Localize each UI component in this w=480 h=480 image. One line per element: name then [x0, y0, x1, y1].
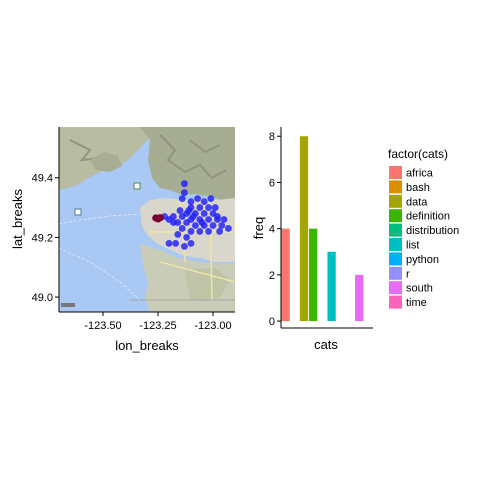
bars — [281, 136, 364, 322]
map-point — [198, 219, 206, 226]
map-point — [189, 213, 197, 220]
map-point — [178, 213, 186, 220]
map-x-tick-label: -123.25 — [139, 320, 176, 332]
legend-label-distribution: distribution — [406, 225, 459, 237]
map-y-tick-label: 49.4 — [32, 173, 53, 185]
map-point — [200, 198, 208, 205]
bar-y-ticks: 0 2 4 6 8 — [269, 131, 281, 328]
map-point — [196, 204, 204, 211]
bar-y-tick-label: 8 — [269, 131, 275, 143]
basemap-ferry-route — [59, 213, 141, 301]
map-points — [152, 180, 232, 250]
legend-key-list — [389, 238, 402, 251]
map-point — [205, 204, 213, 211]
legend-key-africa — [389, 166, 402, 179]
legend-key-python — [389, 252, 402, 266]
map-point — [181, 189, 188, 197]
map-point — [185, 207, 193, 214]
bar-y-tick-label: 2 — [269, 270, 275, 282]
map-point — [205, 216, 213, 223]
map-point — [183, 234, 191, 241]
map-point — [192, 222, 199, 229]
map-point — [220, 216, 228, 223]
basemap-mountains-north — [140, 127, 235, 205]
map-point — [176, 207, 184, 214]
basemap-ridges — [69, 134, 227, 180]
bar-y-axis-label: freq — [251, 217, 266, 239]
legend-key-distribution — [389, 223, 402, 237]
map-point — [209, 222, 217, 229]
bar-list — [327, 251, 336, 322]
map-point — [181, 242, 188, 250]
map-point — [200, 210, 208, 217]
legend-label-south: south — [406, 283, 433, 295]
map-point — [194, 195, 202, 203]
bar-south — [355, 274, 364, 322]
map-point — [181, 180, 188, 188]
map-point — [216, 228, 224, 235]
ferry-marker-icon — [74, 208, 82, 216]
legend-label-bash: bash — [406, 182, 430, 194]
map-point — [214, 213, 221, 220]
legend-label-python: python — [406, 254, 439, 266]
basemap-fields — [185, 268, 230, 300]
bar-panel: 0 2 4 6 8 cats freq factor(cats) africa bash d… — [251, 127, 459, 352]
map-point — [178, 195, 186, 203]
map-point — [172, 239, 180, 247]
map-y-tick-label: 49.0 — [32, 292, 53, 304]
basemap-attribution — [61, 303, 75, 307]
bar-africa — [281, 228, 290, 322]
map-point — [205, 228, 213, 235]
map-panel: -123.50 -123.25 -123.00 49.0 49.2 49.4 lon_b… — [10, 127, 235, 353]
legend-label-r: r — [406, 268, 410, 280]
legend-label-data: data — [406, 196, 428, 208]
map-point — [187, 228, 195, 235]
map-y-axis-label: lat_breaks — [10, 189, 25, 249]
legend-label-time: time — [406, 297, 427, 309]
legend-key-data — [389, 194, 402, 208]
legend-title: factor(cats) — [388, 147, 448, 161]
legend: africa bash data definition distribution list… — [389, 166, 459, 309]
map-y-ticks: 49.0 49.2 49.4 — [32, 173, 59, 304]
map-point — [170, 219, 177, 226]
map-x-axis-label: lon_breaks — [115, 338, 179, 353]
legend-key-definition — [389, 209, 402, 223]
legend-label-list: list — [406, 240, 419, 252]
legend-label-definition: definition — [406, 211, 450, 223]
map-point — [165, 239, 173, 247]
map-point — [218, 222, 226, 229]
bar-y-tick-label: 4 — [269, 224, 275, 236]
bar-x-axis-label: cats — [314, 337, 338, 352]
map-point — [211, 204, 219, 211]
bar-y-tick-label: 0 — [269, 316, 275, 328]
legend-label-africa: africa — [406, 168, 434, 180]
bar-data — [299, 136, 309, 322]
map-point — [187, 198, 195, 205]
map-point — [187, 239, 195, 247]
basemap — [59, 127, 235, 312]
map-point — [207, 195, 215, 203]
map-point — [178, 225, 186, 232]
legend-key-bash — [389, 180, 402, 194]
legend-key-time — [389, 295, 402, 309]
map-point — [225, 225, 232, 232]
map-x-tick-label: -123.50 — [84, 320, 121, 332]
park-marker-icon — [133, 182, 141, 190]
map-x-ticks: -123.50 -123.25 -123.00 — [84, 312, 232, 332]
basemap-island — [90, 152, 122, 172]
map-x-tick-label: -123.00 — [194, 320, 231, 332]
legend-key-south — [389, 281, 402, 295]
legend-key-r — [389, 266, 402, 280]
map-point — [196, 228, 204, 235]
bar-definition — [309, 228, 318, 322]
bar-y-tick-label: 6 — [269, 177, 275, 189]
map-point-highlight — [156, 214, 164, 222]
map-point — [183, 219, 191, 226]
map-y-tick-label: 49.2 — [32, 232, 53, 244]
map-point — [174, 231, 182, 238]
